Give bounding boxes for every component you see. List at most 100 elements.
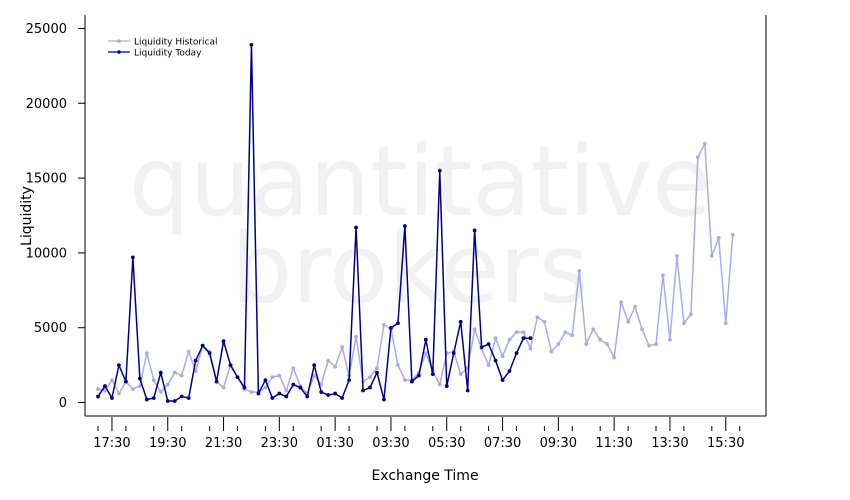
point-s1-48 bbox=[430, 372, 435, 376]
point-s0-34 bbox=[333, 364, 338, 369]
point-s1-15 bbox=[200, 343, 205, 348]
y-tick-label-0: 0 bbox=[59, 396, 67, 411]
point-s0-74 bbox=[612, 355, 617, 360]
x-tick-label-9: 11:30 bbox=[595, 436, 632, 451]
point-s0-0 bbox=[96, 387, 100, 391]
point-s0-26 bbox=[277, 373, 282, 378]
point-s1-17 bbox=[214, 379, 219, 384]
x-tick-label-3: 23:30 bbox=[261, 436, 298, 451]
point-s1-19 bbox=[228, 363, 233, 368]
point-s0-9 bbox=[158, 390, 163, 394]
point-s1-5 bbox=[130, 255, 135, 260]
x-tick-label-6: 05:30 bbox=[428, 436, 465, 451]
point-s0-87 bbox=[702, 141, 707, 146]
point-s0-35 bbox=[340, 345, 345, 350]
point-s0-90 bbox=[723, 321, 728, 326]
watermark-line-1: quantitative bbox=[129, 126, 711, 238]
point-s0-88 bbox=[709, 254, 714, 258]
point-s1-32 bbox=[319, 390, 324, 394]
point-s0-24 bbox=[263, 385, 268, 390]
point-s1-6 bbox=[137, 376, 142, 381]
point-s0-31 bbox=[312, 373, 317, 378]
point-s1-23 bbox=[256, 391, 261, 396]
point-s1-30 bbox=[305, 394, 310, 399]
point-s1-56 bbox=[486, 342, 491, 347]
point-s1-60 bbox=[514, 351, 519, 356]
point-s0-1 bbox=[103, 388, 107, 393]
point-s1-11 bbox=[172, 399, 177, 403]
point-s0-81 bbox=[661, 273, 665, 278]
point-s1-18 bbox=[221, 339, 226, 344]
point-s0-67 bbox=[563, 330, 568, 335]
point-s1-4 bbox=[124, 379, 128, 384]
point-s1-39 bbox=[368, 385, 372, 390]
watermark-line-2: brokers bbox=[231, 213, 589, 325]
point-s0-28 bbox=[291, 366, 296, 371]
point-s0-47 bbox=[423, 351, 428, 356]
point-s0-63 bbox=[535, 315, 540, 320]
point-s0-86 bbox=[695, 155, 700, 160]
point-s0-70 bbox=[584, 342, 589, 347]
point-s0-40 bbox=[375, 366, 379, 371]
point-s1-46 bbox=[416, 373, 421, 378]
point-s1-45 bbox=[409, 379, 414, 384]
x-tick-label-7: 07:30 bbox=[484, 436, 521, 451]
point-s0-73 bbox=[605, 342, 610, 347]
legend: Liquidity Historical Liquidity Today bbox=[108, 38, 218, 59]
point-s0-5 bbox=[130, 387, 135, 391]
x-axis: 17:30 19:30 21:30 23:30 01:30 03:30 05:30 07:30… bbox=[93, 417, 744, 451]
point-s0-37 bbox=[354, 334, 358, 339]
point-s0-10 bbox=[165, 382, 170, 387]
point-s1-40 bbox=[375, 370, 379, 375]
y-axis: 0 5000 10000 15000 20000 25000 bbox=[26, 22, 85, 411]
point-s0-39 bbox=[368, 375, 372, 379]
point-s0-91 bbox=[730, 233, 735, 237]
legend-label-today: Liquidity Today bbox=[134, 49, 202, 59]
point-s0-89 bbox=[716, 236, 721, 240]
point-s0-77 bbox=[633, 304, 637, 309]
point-s1-34 bbox=[333, 391, 338, 396]
point-s1-41 bbox=[382, 397, 386, 402]
point-s0-68 bbox=[570, 333, 575, 338]
point-s1-3 bbox=[117, 363, 121, 368]
point-s1-57 bbox=[493, 358, 498, 363]
x-tick-label-5: 03:30 bbox=[372, 436, 409, 451]
point-s1-59 bbox=[507, 369, 512, 374]
point-s1-8 bbox=[151, 396, 156, 400]
point-s1-47 bbox=[423, 337, 428, 342]
point-s0-41 bbox=[382, 322, 386, 327]
point-s0-6 bbox=[137, 384, 142, 388]
point-s0-78 bbox=[640, 327, 644, 332]
point-s1-55 bbox=[479, 345, 484, 350]
point-s0-57 bbox=[493, 336, 498, 341]
point-s0-2 bbox=[110, 378, 114, 382]
point-s1-0 bbox=[96, 394, 100, 399]
point-s1-7 bbox=[144, 397, 149, 402]
point-s1-52 bbox=[458, 319, 463, 324]
y-tick-label-4: 20000 bbox=[26, 97, 67, 112]
point-s1-1 bbox=[103, 384, 107, 388]
x-tick-label-1: 19:30 bbox=[149, 436, 186, 451]
point-s0-80 bbox=[654, 342, 658, 347]
point-s0-11 bbox=[172, 370, 177, 375]
watermark: quantitative brokers bbox=[129, 126, 711, 325]
point-s0-58 bbox=[500, 354, 505, 359]
point-s0-79 bbox=[647, 343, 651, 348]
y-tick-label-3: 15000 bbox=[26, 172, 67, 187]
point-s0-49 bbox=[437, 382, 442, 387]
point-s1-36 bbox=[347, 378, 351, 382]
point-s0-52 bbox=[458, 372, 463, 376]
y-tick-label-5: 25000 bbox=[26, 22, 67, 37]
point-s1-2 bbox=[110, 396, 114, 400]
x-tick-label-2: 21:30 bbox=[205, 436, 242, 451]
point-s1-22 bbox=[249, 43, 254, 47]
series-1 bbox=[96, 43, 533, 403]
x-tick-label-8: 09:30 bbox=[540, 436, 577, 451]
point-s0-44 bbox=[403, 378, 407, 382]
point-s1-26 bbox=[277, 391, 282, 396]
point-s0-69 bbox=[577, 268, 582, 273]
point-s1-21 bbox=[242, 385, 247, 390]
y-tick-label-1: 5000 bbox=[34, 321, 67, 336]
point-s0-14 bbox=[193, 369, 198, 374]
